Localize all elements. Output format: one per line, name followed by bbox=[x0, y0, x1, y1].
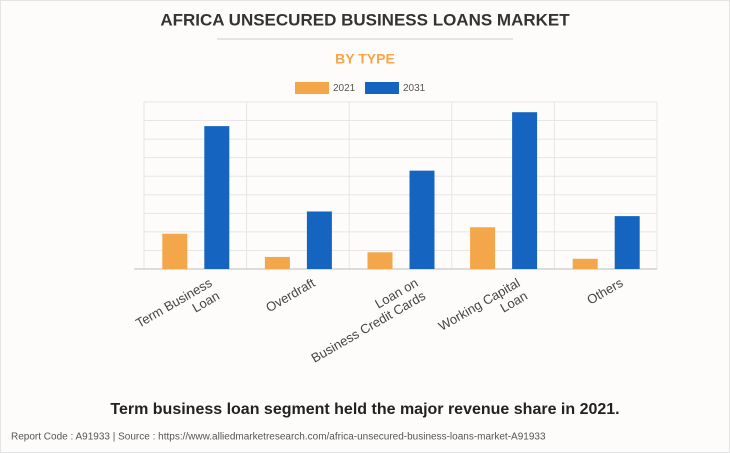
bar bbox=[409, 170, 435, 269]
bar bbox=[614, 216, 640, 269]
bar bbox=[470, 227, 496, 269]
bar bbox=[306, 211, 332, 269]
legend-swatch bbox=[295, 82, 329, 94]
bar bbox=[162, 233, 188, 269]
bar bbox=[512, 112, 538, 269]
legend-swatch bbox=[365, 82, 399, 94]
bar bbox=[572, 258, 598, 269]
bar bbox=[204, 126, 230, 269]
footer: Report Code : A91933 | Source : https://… bbox=[11, 432, 546, 443]
caption: Term business loan segment held the majo… bbox=[110, 401, 619, 418]
subtitle: BY TYPE bbox=[335, 51, 395, 67]
title: AFRICA UNSECURED BUSINESS LOANS MARKET bbox=[160, 10, 570, 29]
bar bbox=[264, 256, 290, 269]
bar bbox=[367, 252, 393, 269]
legend-label: 2031 bbox=[403, 83, 426, 94]
legend-label: 2021 bbox=[333, 83, 356, 94]
